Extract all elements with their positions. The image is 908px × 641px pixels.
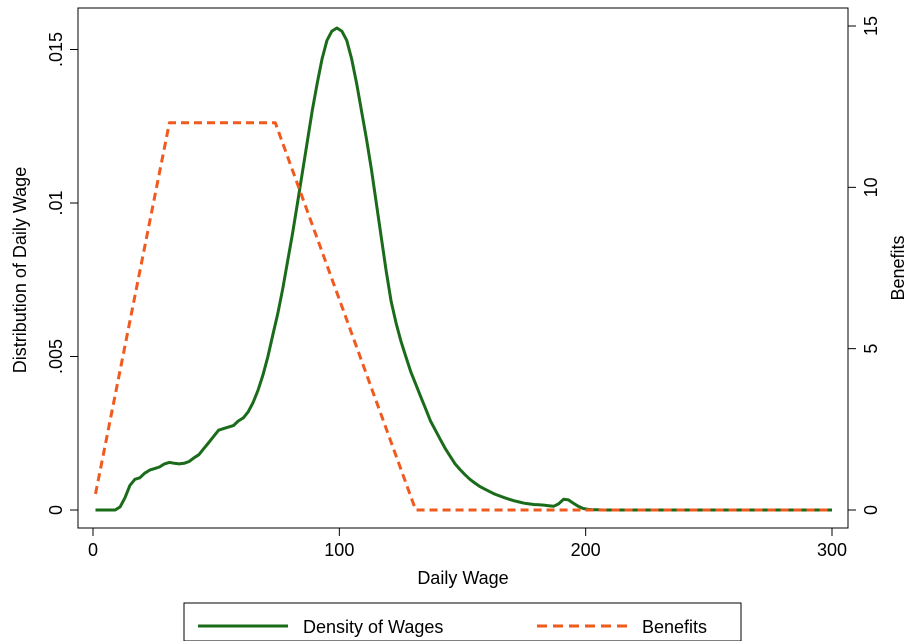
series-layer bbox=[94, 26, 832, 512]
series-line-benefits bbox=[94, 121, 832, 512]
y-right-tick-label: 5 bbox=[861, 344, 881, 354]
y-right-tick-label: 15 bbox=[861, 16, 881, 36]
x-axis-label: Daily Wage bbox=[417, 568, 508, 588]
plot-frame bbox=[77, 7, 849, 529]
legend-label-density: Density of Wages bbox=[303, 617, 443, 637]
x-axis: 0 100 200 300 bbox=[88, 528, 847, 560]
legend-box bbox=[183, 602, 742, 641]
y-axis-right: 0 5 10 15 bbox=[848, 16, 881, 515]
y-axis-left-label: Distribution of Daily Wage bbox=[10, 167, 30, 373]
y-left-tick-label: 0 bbox=[46, 505, 66, 515]
legend: Density of Wages Benefits bbox=[183, 602, 742, 641]
x-tick-label: 200 bbox=[571, 540, 601, 560]
y-right-tick-label: 0 bbox=[861, 505, 881, 515]
y-axis-right-label: Benefits bbox=[888, 235, 908, 300]
y-left-tick-label: .005 bbox=[46, 339, 66, 374]
y-left-tick-label: .01 bbox=[46, 190, 66, 215]
legend-label-benefits: Benefits bbox=[642, 617, 707, 637]
series-line-density bbox=[95, 26, 832, 512]
x-tick-label: 0 bbox=[88, 540, 98, 560]
x-tick-label: 100 bbox=[324, 540, 354, 560]
y-left-tick-label: .015 bbox=[46, 32, 66, 67]
y-right-tick-label: 10 bbox=[861, 177, 881, 197]
y-axis-left: 0 .005 .01 .015 bbox=[46, 32, 78, 515]
x-tick-label: 300 bbox=[817, 540, 847, 560]
